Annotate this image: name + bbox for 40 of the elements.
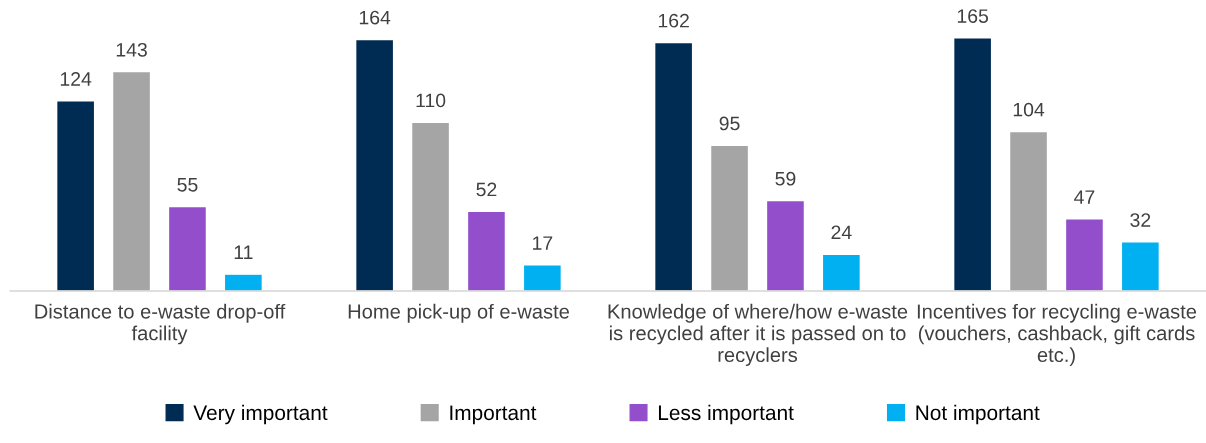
data-label: 110 [416, 93, 446, 108]
data-label: 17 [533, 236, 553, 250]
bar [1008, 130, 1049, 291]
bar [1120, 241, 1161, 291]
legend-label: Less important [658, 404, 794, 425]
data-label: 59 [775, 171, 796, 186]
x-tick-label: Incentives for recycling e-waste (vouchers, cashback, gift cards etc.) [917, 303, 1197, 367]
bar [55, 100, 96, 291]
bar [1064, 218, 1105, 291]
legend-label: Very important [193, 404, 328, 425]
data-label: 55 [177, 178, 198, 192]
bar [765, 199, 806, 291]
bar [466, 210, 507, 291]
data-label: 47 [1074, 190, 1095, 204]
x-tick-label: Home pick-up of e-waste [348, 303, 569, 323]
data-label: 32 [1130, 213, 1151, 227]
data-label: 11 [234, 245, 253, 259]
data-label: 52 [476, 182, 497, 197]
bar [111, 70, 152, 291]
data-label: 165 [957, 9, 989, 23]
data-label: 24 [831, 225, 852, 240]
bar [522, 264, 563, 291]
x-tick-label: Knowledge of where/how e-waste is recycled after it is passed on to recyclers [608, 303, 908, 367]
data-label: 124 [60, 72, 92, 86]
bar [223, 273, 264, 291]
data-label: 162 [658, 13, 689, 28]
data-label: 104 [1013, 102, 1045, 117]
data-label: 164 [359, 10, 391, 25]
bar [410, 121, 451, 291]
data-label: 143 [116, 42, 147, 57]
x-tick-label: Distance to e-waste drop-off facility [35, 303, 286, 345]
bar [952, 37, 993, 291]
bar [709, 144, 750, 291]
data-label: 95 [719, 116, 740, 131]
bar [354, 38, 395, 291]
bar [653, 41, 694, 291]
legend-label: Not important [916, 404, 1040, 425]
bar [821, 253, 862, 291]
legend-label: Important [450, 405, 537, 425]
bar [167, 205, 208, 291]
